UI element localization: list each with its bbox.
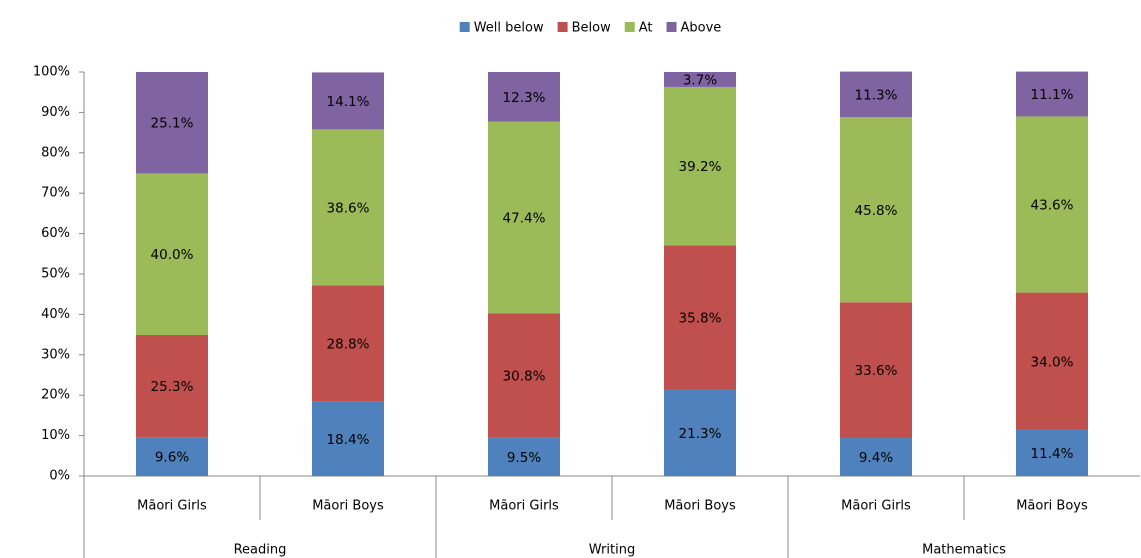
data-label: 33.6%	[855, 363, 898, 379]
legend-item: Below	[557, 21, 611, 36]
y-tick-label: 80%	[41, 145, 70, 160]
bar-segment	[488, 313, 560, 438]
data-label: 45.8%	[855, 203, 898, 219]
data-label: 25.1%	[151, 116, 194, 132]
bar-segment	[840, 438, 912, 476]
bar-segment	[1016, 116, 1088, 293]
bar-segment	[1016, 429, 1088, 476]
y-tick-label: 0%	[49, 469, 70, 484]
legend-item: Above	[666, 21, 722, 36]
bar-segment	[840, 117, 912, 303]
bar-segment	[488, 121, 560, 314]
y-tick-label: 50%	[41, 267, 70, 282]
data-label: 40.0%	[151, 247, 194, 263]
data-label: 21.3%	[679, 426, 722, 442]
group-label: Reading	[234, 543, 287, 558]
y-tick-label: 90%	[41, 105, 70, 120]
bar-segment	[1016, 71, 1088, 117]
y-tick-label: 100%	[33, 65, 70, 80]
bar-segment	[136, 335, 208, 438]
data-label: 9.6%	[155, 450, 189, 466]
bar-segment	[664, 72, 736, 87]
data-label: 3.7%	[683, 72, 717, 88]
bar-segment	[664, 245, 736, 390]
data-label: 11.3%	[855, 87, 898, 103]
data-label: 35.8%	[679, 311, 722, 327]
bar-segment	[840, 302, 912, 439]
bar-segment	[312, 129, 384, 286]
data-label: 11.4%	[1031, 446, 1074, 462]
data-label: 34.0%	[1031, 354, 1074, 370]
data-label: 18.4%	[327, 432, 370, 448]
group-label: Mathematics	[922, 543, 1006, 558]
bar-segment	[1016, 292, 1088, 430]
bar-segment	[136, 72, 208, 174]
legend-item: Well below	[459, 21, 544, 36]
data-label: 25.3%	[151, 379, 194, 395]
bar-segment	[312, 72, 384, 130]
y-tick-label: 20%	[41, 388, 70, 403]
bar-segment	[136, 173, 208, 336]
data-label: 38.6%	[327, 200, 370, 216]
x-tick-label: Māori Girls	[137, 499, 207, 514]
legend-swatch	[666, 22, 677, 32]
legend-label: Below	[572, 21, 611, 36]
y-tick-label: 70%	[41, 186, 70, 201]
legend-label: Well below	[474, 21, 544, 36]
y-tick-label: 30%	[41, 347, 70, 362]
bar-segment	[488, 72, 560, 122]
data-label: 39.2%	[679, 159, 722, 175]
data-label: 47.4%	[503, 210, 546, 226]
data-label: 9.4%	[859, 450, 893, 466]
data-label: 9.5%	[507, 450, 541, 466]
x-tick-label: Māori Girls	[841, 499, 911, 514]
x-tick-label: Māori Boys	[312, 499, 384, 514]
legend-swatch	[557, 22, 568, 32]
data-label: 11.1%	[1031, 87, 1074, 103]
legend-swatch	[624, 22, 635, 32]
data-label: 43.6%	[1031, 198, 1074, 214]
bar-segment	[840, 71, 912, 118]
data-label: 30.8%	[503, 368, 546, 384]
y-tick-label: 10%	[41, 428, 70, 443]
x-tick-label: Māori Boys	[1016, 499, 1088, 514]
y-tick-label: 40%	[41, 307, 70, 322]
bar-segment	[312, 401, 384, 476]
legend-label: At	[639, 21, 653, 36]
legend-item: At	[624, 21, 653, 36]
legend-swatch	[459, 22, 470, 32]
bar-segment	[664, 86, 736, 246]
bar-segment	[312, 285, 384, 402]
data-label: 28.8%	[327, 336, 370, 352]
data-label: 12.3%	[503, 90, 546, 106]
bar-segment	[136, 437, 208, 476]
group-label: Writing	[589, 543, 635, 558]
x-tick-label: Māori Girls	[489, 499, 559, 514]
bar-segment	[488, 437, 560, 476]
bar-segment	[664, 389, 736, 476]
y-tick-label: 60%	[41, 226, 70, 241]
legend-label: Above	[681, 21, 722, 36]
data-label: 14.1%	[327, 94, 370, 110]
x-tick-label: Māori Boys	[664, 499, 736, 514]
